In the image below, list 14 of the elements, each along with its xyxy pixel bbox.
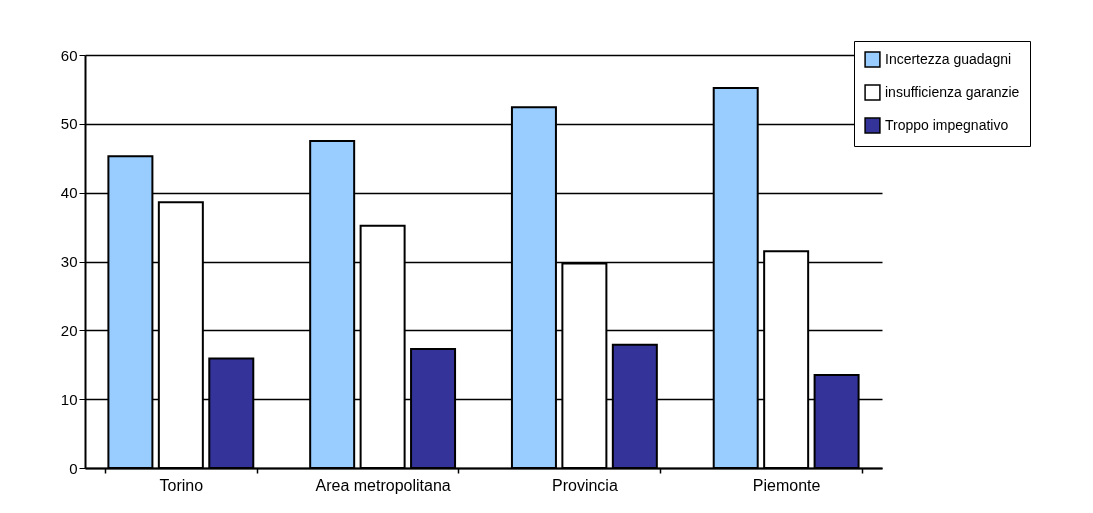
y-tick-label: 40 — [60, 184, 78, 202]
x-tick-label: Area metropolitana — [315, 476, 451, 494]
y-tick-label: 20 — [60, 321, 78, 339]
y-tick-label: 30 — [60, 253, 78, 270]
x-tick-label: Piemonte — [752, 476, 821, 494]
legend-label: Troppo impegnativo — [885, 116, 1009, 133]
y-tick-label: 10 — [60, 390, 78, 408]
y-tick-label: 0 — [69, 459, 78, 477]
legend-label: insufficienza garanzie — [885, 83, 1020, 100]
legend-label: Incertezza guadagni — [885, 50, 1012, 67]
y-tick-label: 50 — [60, 115, 78, 133]
x-tick-label: Torino — [159, 476, 204, 494]
y-tick-label: 60 — [60, 46, 78, 64]
x-tick-label: Provincia — [551, 476, 618, 494]
